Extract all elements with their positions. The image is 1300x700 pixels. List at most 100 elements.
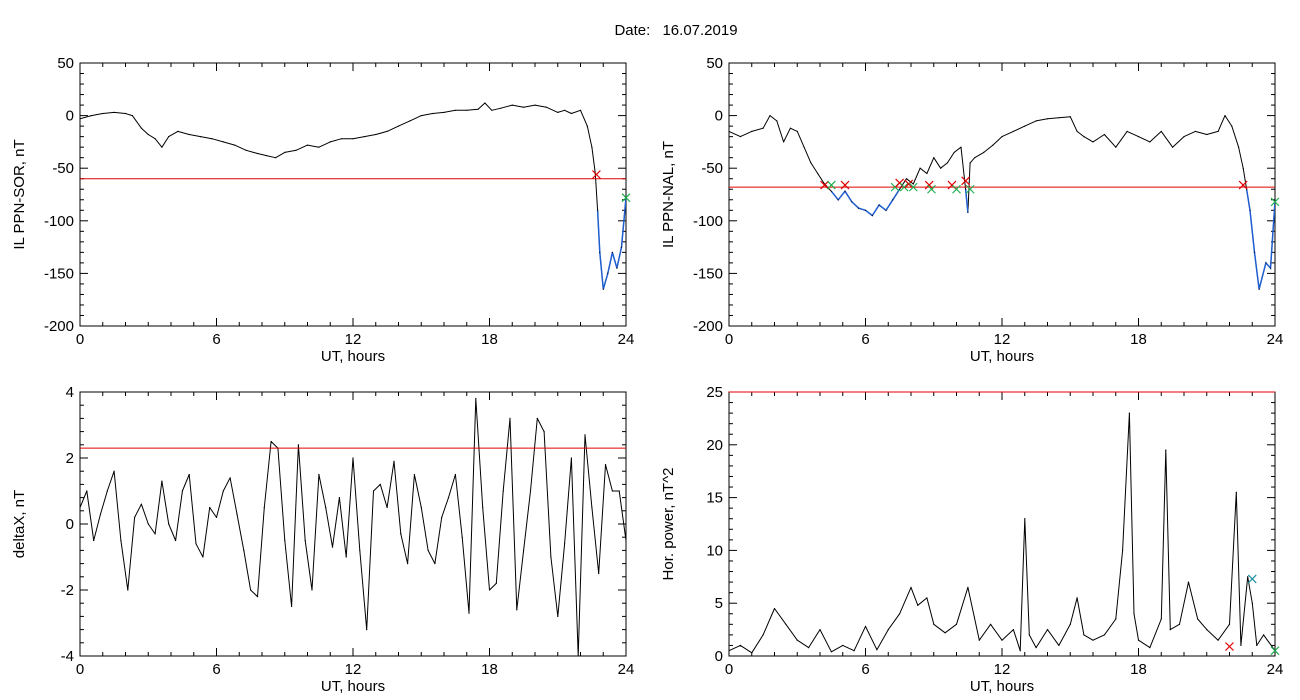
plot-area xyxy=(729,115,1275,290)
crossing-marker-green xyxy=(1270,197,1280,207)
marker-stroke xyxy=(895,178,905,188)
data-point xyxy=(90,115,92,117)
data-point xyxy=(579,109,582,111)
x-axis-label: UT, hours xyxy=(970,348,1034,365)
x-tick-label: 18 xyxy=(481,331,498,348)
data-point xyxy=(1253,251,1256,253)
x-tick-label: 18 xyxy=(481,661,498,678)
x-tick-label: 6 xyxy=(212,331,220,348)
data-point xyxy=(447,497,450,499)
data-point xyxy=(304,539,306,542)
data-point xyxy=(477,108,479,110)
series-below-threshold xyxy=(830,188,901,217)
figure-date: 16.07.2019 xyxy=(662,22,737,39)
x-tick-label: 6 xyxy=(861,661,869,678)
x-tick-label: 6 xyxy=(212,661,220,678)
data-point xyxy=(940,167,942,169)
data-point xyxy=(379,483,381,485)
x-tick-label: 24 xyxy=(618,331,635,348)
crossing-marker-teal xyxy=(1247,574,1257,584)
data-point xyxy=(597,209,599,211)
data-point xyxy=(810,162,812,164)
data-point xyxy=(586,125,588,127)
marker-stroke xyxy=(820,180,829,190)
data-point xyxy=(762,634,764,636)
marker-stroke xyxy=(840,180,850,190)
data-point xyxy=(739,644,742,647)
data-point xyxy=(853,650,855,652)
data-point xyxy=(955,623,958,625)
data-point xyxy=(536,417,538,419)
data-point xyxy=(229,477,231,479)
data-point xyxy=(168,136,170,138)
data-point xyxy=(147,523,149,525)
crossing-marker-red xyxy=(1225,642,1234,651)
data-point xyxy=(967,586,969,589)
data-point xyxy=(250,589,252,591)
x-tick-label: 0 xyxy=(76,331,84,348)
data-point xyxy=(1187,581,1190,583)
data-point xyxy=(607,272,609,274)
data-point xyxy=(1249,209,1251,211)
data-point xyxy=(211,138,213,140)
data-point xyxy=(837,199,839,201)
data-point xyxy=(366,629,368,631)
series-line xyxy=(80,102,626,290)
data-point xyxy=(454,473,456,476)
y-tick-label: -150 xyxy=(44,265,74,282)
x-tick-label: 12 xyxy=(994,661,1011,678)
data-point xyxy=(409,120,411,122)
data-point xyxy=(910,586,912,589)
x-tick-label: 24 xyxy=(1267,661,1284,678)
data-point xyxy=(1028,634,1030,636)
data-point xyxy=(1024,125,1026,127)
data-point xyxy=(256,596,259,598)
data-point xyxy=(591,146,593,148)
data-point xyxy=(912,183,914,185)
y-tick-label: -50 xyxy=(52,160,74,177)
y-tick-label: 2 xyxy=(66,450,74,467)
data-point xyxy=(1206,133,1208,136)
data-point xyxy=(161,146,163,148)
crossing-marker-green xyxy=(621,193,631,203)
data-point xyxy=(969,162,971,164)
data-point xyxy=(529,490,532,492)
crossing-marker-red xyxy=(961,176,971,186)
data-point xyxy=(564,109,566,111)
data-point xyxy=(1235,491,1237,493)
data-point xyxy=(482,506,484,509)
data-point xyxy=(1058,117,1060,119)
data-point xyxy=(776,120,778,122)
data-point xyxy=(1228,623,1231,625)
data-point xyxy=(245,149,247,151)
data-point xyxy=(830,190,833,192)
x-tick-label: 24 xyxy=(1267,331,1284,348)
data-point xyxy=(1115,146,1117,148)
data-point xyxy=(1183,136,1185,138)
data-point xyxy=(844,190,846,192)
data-point xyxy=(543,431,545,433)
data-point xyxy=(420,115,422,117)
crossing-marker-red xyxy=(820,180,829,190)
data-point xyxy=(372,490,375,492)
data-point xyxy=(842,644,844,647)
data-point xyxy=(1247,576,1249,578)
data-point xyxy=(1263,634,1265,636)
crossing-marker-green xyxy=(952,184,961,194)
y-tick-label: 10 xyxy=(706,542,723,559)
data-point xyxy=(1058,644,1060,647)
plot-area xyxy=(729,412,1275,654)
y-axis-label: Hor. power, nT^2 xyxy=(660,468,677,581)
data-point xyxy=(168,523,170,525)
data-point xyxy=(427,549,429,552)
y-tick-label: -150 xyxy=(693,265,723,282)
data-point xyxy=(284,539,286,542)
data-point xyxy=(769,115,771,117)
data-point xyxy=(86,490,88,492)
data-point xyxy=(154,138,156,140)
data-point xyxy=(887,629,889,631)
y-tick-label: -200 xyxy=(693,318,723,335)
